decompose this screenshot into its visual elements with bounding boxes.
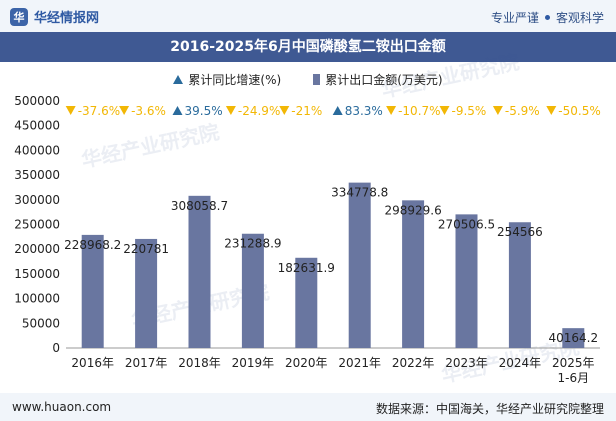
bar-value-label: 298929.6: [384, 203, 441, 217]
x-tick-label: 2018年: [178, 356, 221, 370]
legend-label-growth: 累计同比增速(%): [188, 73, 282, 87]
growth-down-marker: [279, 106, 290, 115]
growth-up-marker: [332, 106, 343, 115]
legend-item-amount[interactable]: 累计出口金额(万美元): [313, 71, 443, 88]
slogan-right: 客观科学: [555, 11, 604, 25]
x-tick-label: 2022年: [392, 356, 435, 370]
y-tick-label: 350000: [14, 168, 60, 182]
growth-value-label: 39.5%: [185, 104, 223, 118]
y-tick-label: 500000: [14, 94, 60, 108]
x-tick-label: 2025年: [552, 356, 595, 370]
bar-value-label: 220781: [123, 242, 169, 256]
bar: [241, 233, 264, 348]
growth-up-marker: [172, 106, 183, 115]
footer-url[interactable]: www.huaon.com: [12, 400, 112, 414]
growth-down-marker: [225, 106, 236, 115]
bar-value-label: 231288.9: [224, 237, 281, 251]
growth-down-marker: [439, 106, 450, 115]
legend-item-growth[interactable]: 累计同比增速(%): [173, 71, 281, 88]
growth-value-label: -50.5%: [558, 104, 600, 118]
x-tick-label: 2023年: [445, 356, 488, 370]
x-tick-label: 2017年: [125, 356, 168, 370]
brand-name: 华经情报网: [34, 11, 100, 26]
top-bar: 华 华经情报网 专业严谨 客观科学: [0, 0, 616, 32]
growth-value-label: -24.9%: [238, 104, 280, 118]
growth-value-label: -3.6%: [131, 104, 166, 118]
bar: [348, 182, 371, 348]
footer: www.huaon.com 数据来源：中国海关，华经产业研究院整理: [0, 393, 616, 421]
bar-value-label: 228968.2: [64, 238, 121, 252]
y-tick-label: 250000: [14, 218, 60, 232]
bar: [508, 222, 531, 348]
x-tick-label: 2016年: [71, 356, 114, 370]
bar-value-label: 40164.2: [548, 331, 598, 345]
bar-value-label: 334778.8: [331, 186, 388, 200]
growth-value-label: -9.5%: [452, 104, 487, 118]
legend-label-amount: 累计出口金额(万美元): [325, 73, 443, 87]
bar: [188, 195, 211, 348]
bar: [135, 238, 158, 348]
y-tick-label: 400000: [14, 143, 60, 157]
x-tick-label: 1-6月: [557, 371, 589, 385]
y-tick-label: 300000: [14, 193, 60, 207]
bullet-dot-icon: [544, 15, 550, 20]
growth-down-marker: [119, 106, 130, 115]
bar: [455, 214, 478, 348]
bar: [402, 200, 425, 348]
bar-value-label: 308058.7: [171, 199, 228, 213]
bar-value-label: 254566: [497, 225, 543, 239]
brand[interactable]: 华 华经情报网: [10, 7, 99, 26]
growth-down-marker: [546, 106, 557, 115]
bar-value-label: 270506.5: [438, 217, 495, 231]
growth-down-marker: [492, 106, 503, 115]
bar-swatch-icon: [313, 74, 321, 85]
y-tick-label: 50000: [22, 316, 60, 330]
x-tick-label: 2019年: [232, 356, 275, 370]
growth-value-label: 83.3%: [345, 104, 383, 118]
growth-value-label: -10.7%: [398, 104, 440, 118]
bar-value-label: 182631.9: [278, 261, 335, 275]
bar: [295, 257, 318, 348]
growth-value-label: -37.6%: [78, 104, 120, 118]
x-tick-label: 2020年: [285, 356, 328, 370]
growth-value-label: -5.9%: [505, 104, 540, 118]
bar: [81, 234, 104, 348]
y-tick-label: 100000: [14, 292, 60, 306]
y-tick-label: 0: [52, 341, 60, 355]
footer-source: 数据来源：中国海关，华经产业研究院整理: [375, 402, 604, 416]
x-tick-label: 2021年: [338, 356, 381, 370]
growth-down-marker: [386, 106, 397, 115]
tagline: 专业严谨 客观科学: [491, 9, 604, 26]
hua-logo-icon: 华: [10, 7, 28, 26]
triangle-up-icon: [173, 75, 184, 84]
x-tick-label: 2024年: [499, 356, 542, 370]
bar: [562, 328, 585, 348]
chart-title: 2016-2025年6月中国磷酸氢二铵出口金额: [0, 32, 616, 62]
y-tick-label: 450000: [14, 119, 60, 133]
growth-value-label: -21%: [291, 104, 322, 118]
y-tick-label: 200000: [14, 242, 60, 256]
chart-legend: 累计同比增速(%) 累计出口金额(万美元): [0, 71, 616, 88]
growth-down-marker: [65, 106, 76, 115]
y-tick-label: 150000: [14, 267, 60, 281]
slogan-left: 专业严谨: [490, 11, 539, 25]
